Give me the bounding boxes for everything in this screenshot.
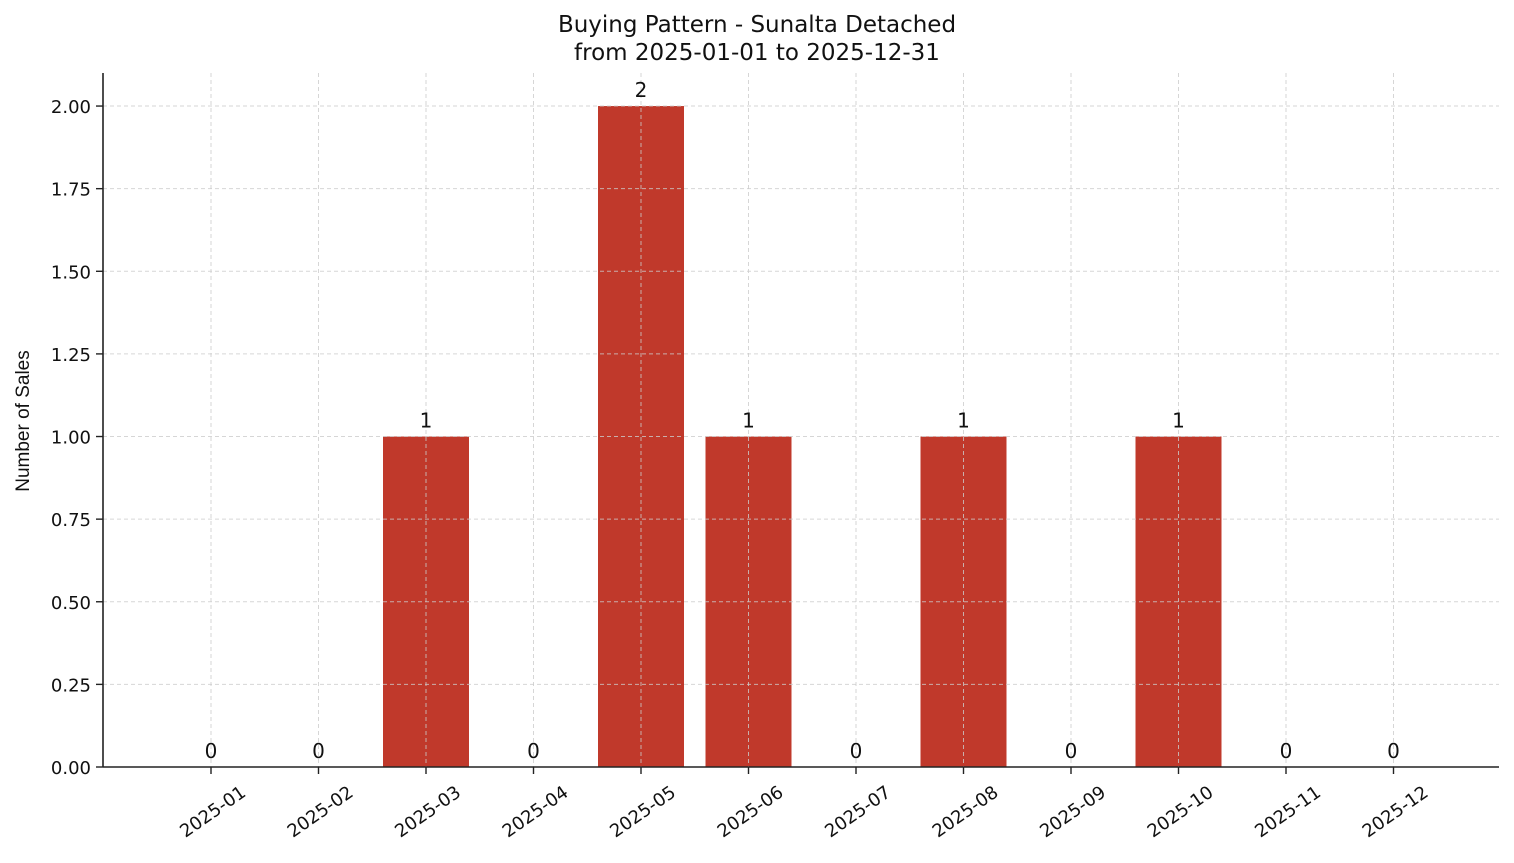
- y-tick-label: 1.75: [51, 180, 91, 201]
- x-tick-label: 2025-11: [1251, 782, 1325, 842]
- bar-value-label: 1: [742, 409, 755, 433]
- bar-value-label: 1: [957, 409, 970, 433]
- bar-value-label: 0: [1065, 739, 1078, 763]
- x-tick-label: 2025-08: [929, 782, 1003, 842]
- y-tick-label: 1.25: [51, 345, 91, 366]
- y-tick-label: 0.50: [51, 593, 91, 614]
- y-tick-label: 0.00: [51, 758, 91, 779]
- bar-value-label: 0: [850, 739, 863, 763]
- y-tick-label: 1.50: [51, 262, 91, 283]
- x-tick-label: 2025-02: [284, 782, 358, 842]
- x-tick-label: 2025-05: [606, 782, 680, 842]
- x-tick-label: 2025-01: [176, 782, 250, 842]
- bar-value-label: 0: [312, 739, 325, 763]
- x-tick-label: 2025-03: [391, 782, 465, 842]
- y-tick-label: 0.75: [51, 510, 91, 531]
- y-tick-label: 0.25: [51, 675, 91, 696]
- bar-value-label: 2: [635, 78, 648, 102]
- y-tick-label: 2.00: [51, 97, 91, 118]
- x-tick-label: 2025-07: [821, 782, 895, 842]
- chart-title: Buying Pattern - Sunalta Detached: [557, 12, 957, 38]
- x-tick-label: 2025-04: [499, 782, 573, 842]
- bar-value-label: 0: [1387, 739, 1400, 763]
- y-tick-label: 1.00: [51, 428, 91, 449]
- x-tick-label: 2025-09: [1036, 782, 1110, 842]
- x-tick-label: 2025-10: [1144, 782, 1218, 842]
- bar-value-label: 0: [527, 739, 540, 763]
- x-tick-label: 2025-12: [1359, 782, 1433, 842]
- bar-value-label: 0: [1280, 739, 1293, 763]
- x-tick-label: 2025-06: [714, 782, 788, 842]
- bar-value-label: 0: [205, 739, 218, 763]
- bar-value-label: 1: [1172, 409, 1185, 433]
- bar-value-label: 1: [420, 409, 433, 433]
- chart-subtitle: from 2025-01-01 to 2025-12-31: [574, 40, 940, 66]
